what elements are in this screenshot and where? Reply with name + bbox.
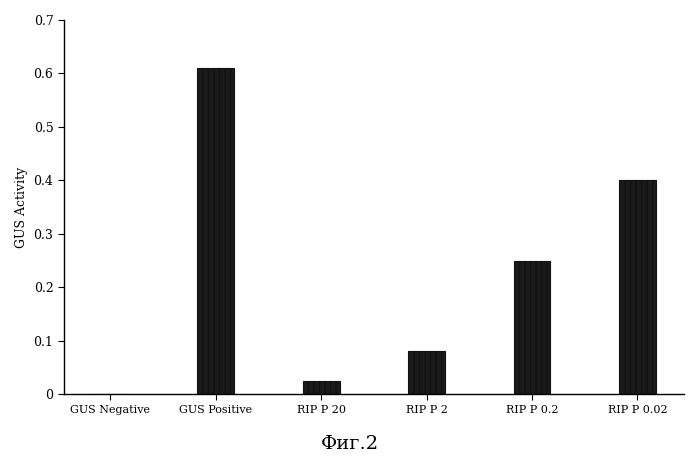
Bar	[408, 352, 445, 394]
Bar	[619, 180, 656, 394]
Bar	[514, 261, 550, 394]
Y-axis label: GUS Activity: GUS Activity	[15, 166, 28, 248]
Bar	[303, 381, 340, 394]
Bar	[197, 68, 234, 394]
Text: Фиг.2: Фиг.2	[320, 435, 379, 453]
